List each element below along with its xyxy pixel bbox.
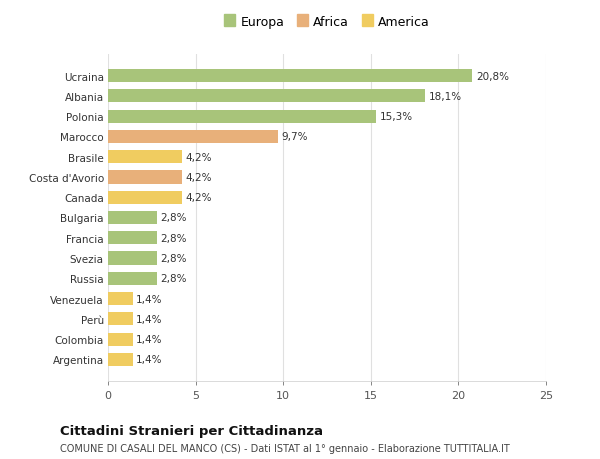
Legend: Europa, Africa, America: Europa, Africa, America	[224, 16, 430, 28]
Text: 1,4%: 1,4%	[136, 355, 163, 364]
Bar	[108, 232, 157, 245]
Text: 1,4%: 1,4%	[136, 314, 163, 324]
Text: 4,2%: 4,2%	[185, 193, 212, 203]
Text: 1,4%: 1,4%	[136, 334, 163, 344]
Text: 1,4%: 1,4%	[136, 294, 163, 304]
Bar	[108, 191, 182, 204]
Text: 2,8%: 2,8%	[161, 253, 187, 263]
Bar	[108, 252, 157, 265]
Text: Cittadini Stranieri per Cittadinanza: Cittadini Stranieri per Cittadinanza	[60, 424, 323, 437]
Bar	[108, 313, 133, 326]
Bar	[108, 171, 182, 184]
Text: 18,1%: 18,1%	[428, 92, 462, 102]
Bar	[108, 333, 133, 346]
Bar	[108, 292, 133, 306]
Text: 2,8%: 2,8%	[161, 213, 187, 223]
Bar	[108, 110, 376, 123]
Text: 4,2%: 4,2%	[185, 152, 212, 162]
Text: 20,8%: 20,8%	[476, 72, 509, 81]
Text: 9,7%: 9,7%	[281, 132, 308, 142]
Bar	[108, 212, 157, 224]
Bar	[108, 353, 133, 366]
Bar	[108, 70, 472, 83]
Bar	[108, 272, 157, 285]
Text: 15,3%: 15,3%	[380, 112, 413, 122]
Bar	[108, 90, 425, 103]
Text: COMUNE DI CASALI DEL MANCO (CS) - Dati ISTAT al 1° gennaio - Elaborazione TUTTIT: COMUNE DI CASALI DEL MANCO (CS) - Dati I…	[60, 443, 510, 453]
Text: 2,8%: 2,8%	[161, 233, 187, 243]
Text: 4,2%: 4,2%	[185, 173, 212, 183]
Bar	[108, 130, 278, 144]
Bar	[108, 151, 182, 164]
Text: 2,8%: 2,8%	[161, 274, 187, 284]
